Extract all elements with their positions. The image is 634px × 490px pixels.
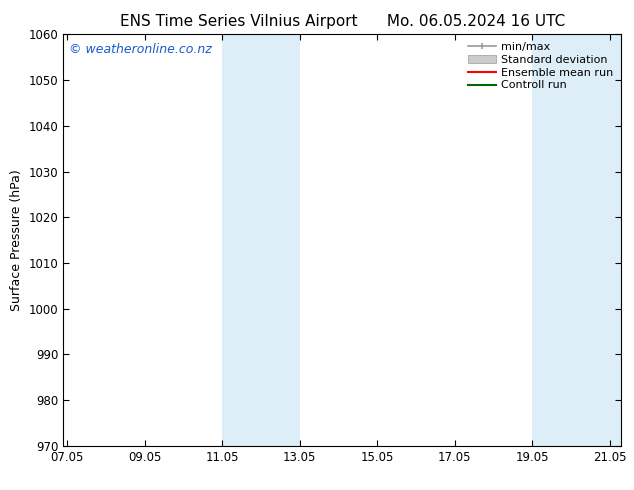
Text: © weatheronline.co.nz: © weatheronline.co.nz <box>69 43 212 55</box>
Bar <box>532 34 621 446</box>
Bar <box>223 34 300 446</box>
Y-axis label: Surface Pressure (hPa): Surface Pressure (hPa) <box>10 169 23 311</box>
Title: ENS Time Series Vilnius Airport      Mo. 06.05.2024 16 UTC: ENS Time Series Vilnius Airport Mo. 06.0… <box>120 14 565 29</box>
Legend: min/max, Standard deviation, Ensemble mean run, Controll run: min/max, Standard deviation, Ensemble me… <box>466 40 616 93</box>
